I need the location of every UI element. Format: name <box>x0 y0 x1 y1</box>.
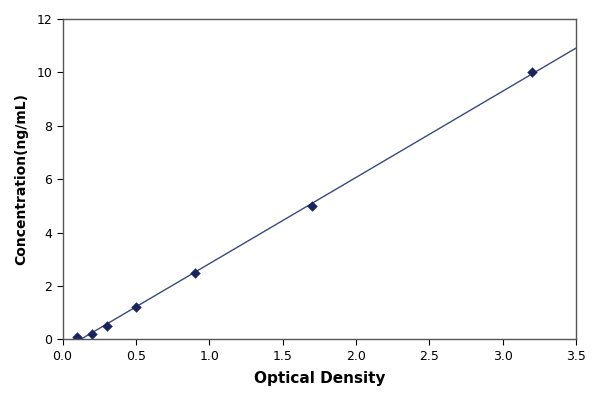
Point <box>131 304 140 310</box>
Point <box>87 331 97 337</box>
Point <box>102 323 112 329</box>
Point <box>307 203 317 209</box>
Point <box>527 69 537 76</box>
Y-axis label: Concentration(ng/mL): Concentration(ng/mL) <box>14 93 28 265</box>
Point <box>73 334 82 340</box>
X-axis label: Optical Density: Optical Density <box>254 371 385 386</box>
Point <box>190 269 199 276</box>
